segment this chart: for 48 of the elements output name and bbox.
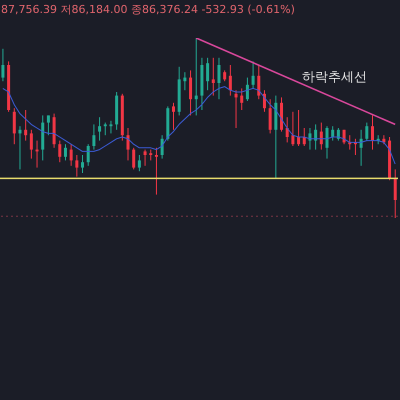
candlestick	[370, 114, 374, 150]
candlestick	[291, 111, 294, 146]
candlestick	[64, 144, 67, 161]
candlestick	[189, 70, 192, 116]
candlestick	[394, 168, 397, 218]
candlestick	[223, 70, 226, 82]
candlestick	[12, 108, 16, 145]
candlestick	[234, 90, 238, 128]
candlestick	[138, 154, 141, 172]
candlestick	[252, 60, 255, 89]
candlestick	[70, 144, 73, 166]
candlestick	[217, 57, 220, 100]
candlestick	[1, 48, 4, 82]
candlestick	[126, 128, 130, 161]
candlestick	[365, 122, 368, 142]
candlestick	[246, 77, 249, 102]
candlestick	[228, 64, 232, 96]
candlestick	[149, 149, 152, 161]
candlestick	[206, 57, 210, 91]
candlestick	[98, 116, 102, 142]
chart-title: 87,756.39 저86,184.00 종86,376.24 -532.93 (-0.61%)	[1, 2, 295, 17]
candlestick	[320, 122, 323, 150]
candlestick	[183, 72, 186, 91]
candlestick	[46, 114, 50, 136]
candlestick	[268, 98, 272, 134]
candlestick	[36, 140, 39, 168]
candlestick	[81, 154, 84, 174]
candlestick	[18, 126, 22, 170]
candlestick	[154, 147, 158, 196]
candlestick	[30, 129, 33, 160]
candlestick	[286, 116, 289, 143]
candlestick	[326, 126, 329, 160]
candlestick	[75, 154, 78, 178]
candlestick	[144, 149, 147, 166]
candlestick	[172, 102, 175, 130]
annotation: 하락추세선	[302, 69, 367, 86]
candlestick	[342, 129, 346, 145]
candlestick	[331, 126, 334, 142]
candlestick	[194, 38, 198, 116]
candlestick	[24, 110, 28, 142]
candlestick	[92, 124, 96, 150]
candlestick	[86, 144, 90, 166]
candlestick	[212, 57, 215, 96]
candlestick	[297, 110, 300, 146]
candlestick	[240, 88, 244, 110]
candlestick	[132, 147, 136, 170]
candlestick	[58, 140, 62, 163]
candlestick	[257, 64, 260, 100]
